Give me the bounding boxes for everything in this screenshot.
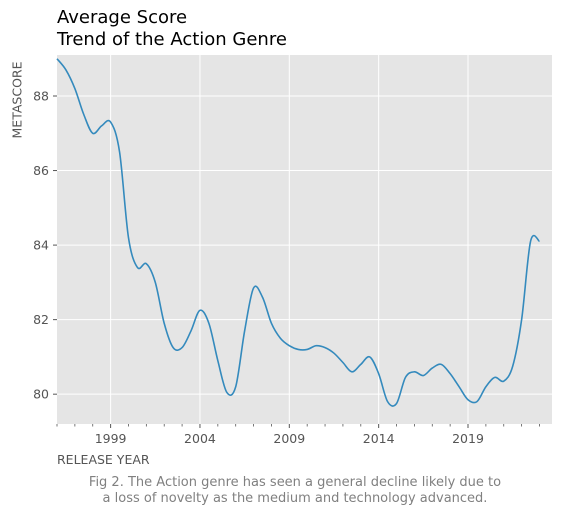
- gridlines: [57, 55, 552, 424]
- x-tick-label: 2009: [273, 431, 305, 446]
- axis-ticks: 80 82 84 86 88 1999 2004 2009 2014 2019: [33, 89, 540, 446]
- caption-line-1: Fig 2. The Action genre has seen a gener…: [88, 475, 502, 490]
- figure-caption: Fig 2. The Action genre has seen a gener…: [0, 475, 563, 507]
- y-tick-label: 84: [33, 238, 49, 253]
- series-line-action: [56, 58, 541, 407]
- y-tick-label: 88: [33, 89, 49, 104]
- y-tick-label: 86: [33, 163, 49, 178]
- chart-title-line-2: Trend of the Action Genre: [57, 29, 287, 50]
- caption-line-2: a loss of novelty as the medium and tech…: [102, 491, 488, 506]
- x-tick-label: 1999: [95, 431, 127, 446]
- y-tick-label: 80: [33, 387, 49, 402]
- chart-title-line-1: Average Score: [57, 7, 188, 28]
- x-axis-label: RELEASE YEAR: [57, 452, 150, 467]
- x-tick-label: 2004: [184, 431, 216, 446]
- x-tick-label: 2014: [363, 431, 395, 446]
- y-axis-label: METASCORE: [9, 61, 25, 139]
- x-tick-label: 2019: [452, 431, 484, 446]
- y-tick-label: 82: [33, 312, 49, 327]
- plot-area: [57, 55, 552, 424]
